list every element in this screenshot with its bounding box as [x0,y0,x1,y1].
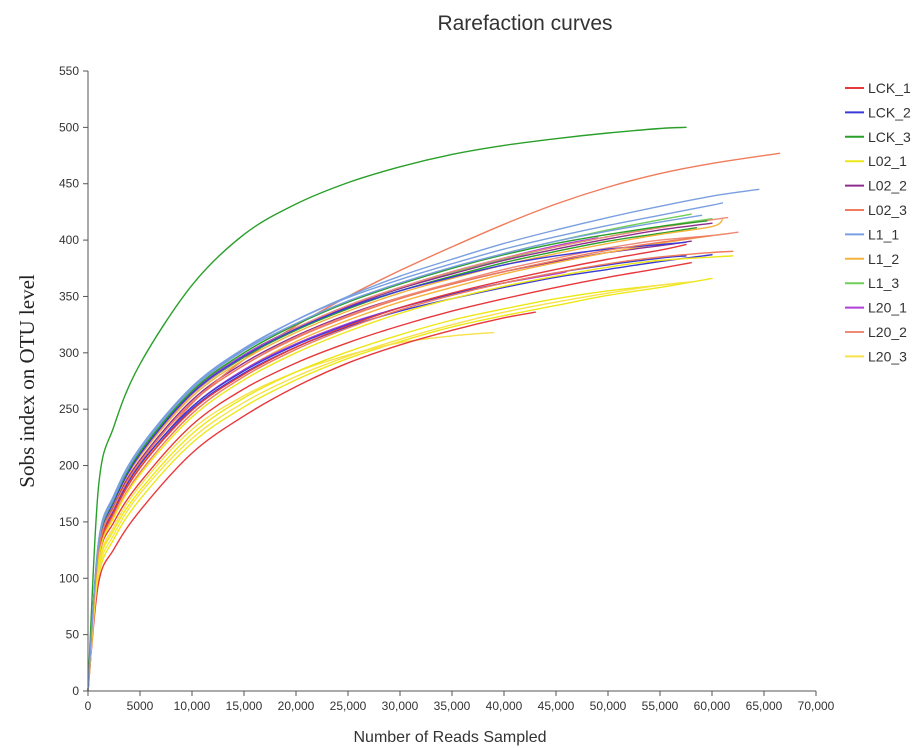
series-line-18 [87,250,734,692]
y-tick-label: 300 [59,346,79,360]
series-line-3 [87,126,687,692]
series-line-19 [87,202,724,692]
x-tick-label: 30,000 [382,699,419,713]
legend-label: L02_2 [868,178,907,194]
x-tick-label: 0 [85,699,92,713]
legend-label: LCK_3 [868,129,911,145]
y-axis-ticks: 0 50 100 150 200 250 300 350 400 450 500 550 [59,64,88,698]
y-tick-label: 550 [59,64,79,78]
y-tick-label: 250 [59,402,79,416]
series-line-14 [87,255,687,692]
legend-label: L02_3 [868,202,907,218]
series-line-29 [87,234,713,692]
y-axis-label: Sobs index on OTU level [15,274,39,488]
x-tick-label: 70,000 [798,699,835,713]
series-line-15 [87,226,698,692]
y-tick-label: 450 [59,177,79,191]
x-tick-label: 10,000 [174,699,211,713]
x-tick-label: 55,000 [642,699,679,713]
legend-label: L1_3 [868,275,899,291]
y-tick-label: 200 [59,459,79,473]
x-tick-label: 20,000 [278,699,315,713]
series-line-8 [87,232,732,692]
series-line-16 [87,282,682,692]
series-line-4 [87,277,713,692]
x-tick-label: 40,000 [486,699,523,713]
series-line-7 [87,188,760,692]
x-tick-label: 5000 [127,699,154,713]
series-line-24 [87,281,692,692]
legend-label: L20_3 [868,348,907,364]
y-tick-label: 100 [59,571,79,585]
series-line-2 [87,254,713,692]
x-axis-label: Number of Reads Sampled [354,729,547,746]
y-tick-label: 50 [66,628,80,642]
series-line-26 [87,241,687,692]
series-line-13 [87,311,536,692]
series-line-1 [87,261,692,692]
series-line-6 [87,152,781,692]
legend-label: L20_1 [868,300,907,316]
series-line-25 [87,243,687,692]
legend: LCK_1 LCK_2 LCK_3 L02_1 L02_2 L02_3 L1_1 L1_2 L1… [845,80,911,364]
legend-label: L20_2 [868,324,907,340]
series-line-12 [87,331,495,692]
legend-label: L1_2 [868,251,899,267]
legend-label: LCK_2 [868,104,911,120]
x-tick-label: 15,000 [226,699,263,713]
x-tick-label: 25,000 [330,699,367,713]
y-tick-label: 400 [59,233,79,247]
series-line-11 [87,231,739,692]
x-tick-label: 35,000 [434,699,471,713]
x-tick-label: 60,000 [694,699,731,713]
x-axis-ticks: 0 5000 10,000 15,000 20,000 25,000 30,000 35,00… [85,691,835,713]
legend-label: L1_1 [868,226,899,242]
y-tick-label: 0 [72,684,79,698]
legend-label: L02_1 [868,153,907,169]
series-line-28 [87,255,734,692]
y-tick-label: 350 [59,289,79,303]
series-line-30 [87,214,703,692]
x-tick-label: 65,000 [746,699,783,713]
y-tick-label: 150 [59,515,79,529]
plot-area [87,126,781,692]
y-tick-label: 500 [59,120,79,134]
chart-title: Rarefaction curves [437,12,612,35]
x-tick-label: 45,000 [538,699,575,713]
legend-label: LCK_1 [868,80,911,96]
x-tick-label: 50,000 [590,699,627,713]
